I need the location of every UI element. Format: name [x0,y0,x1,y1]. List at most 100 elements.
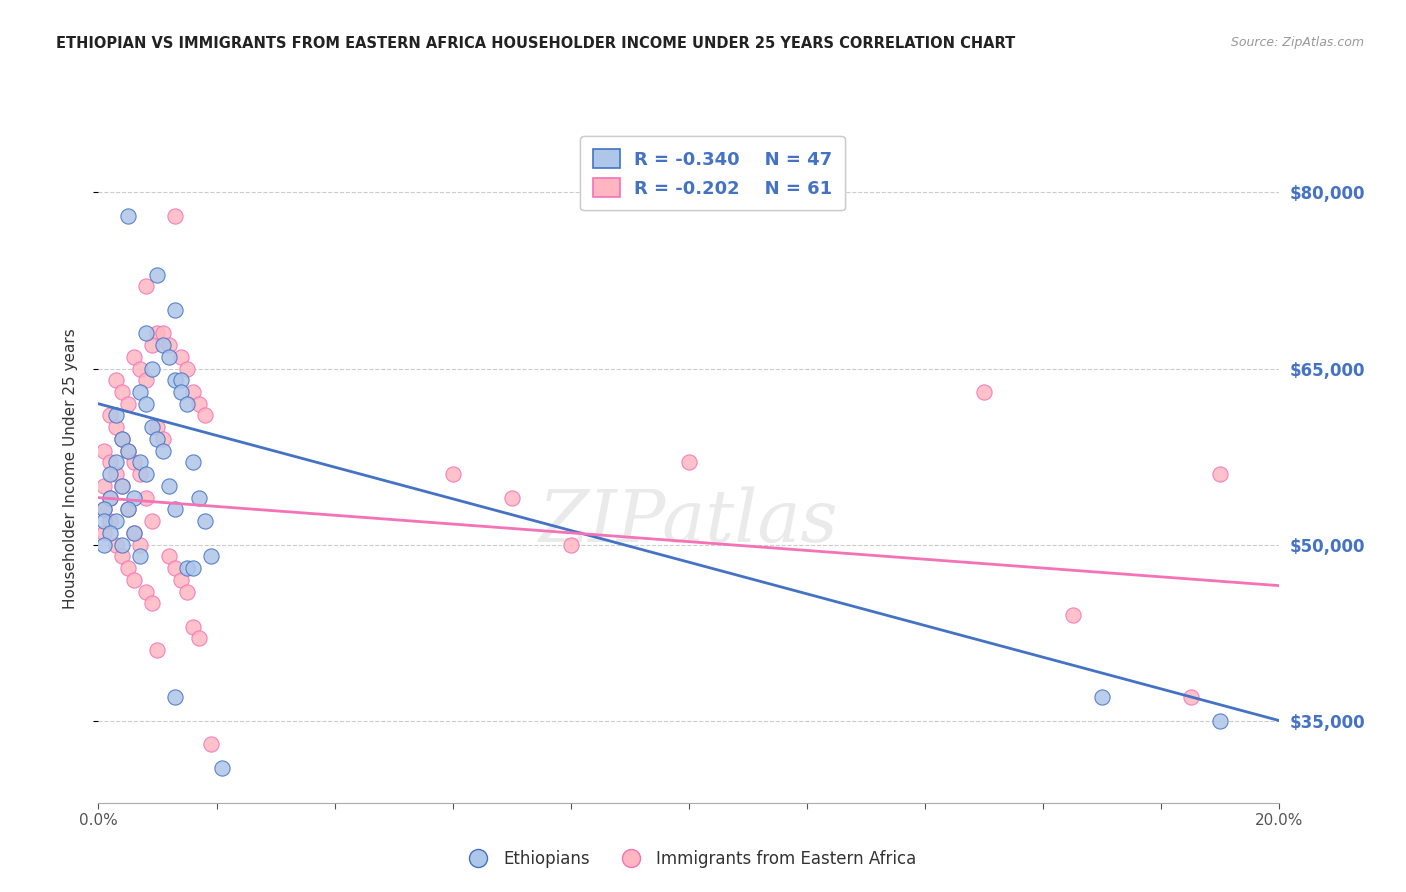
Point [117,397,139,411]
Point [111,479,134,493]
Point [122,525,145,540]
Point [157,479,180,493]
Point [105,455,128,469]
Point [1209,467,1232,482]
Point [93,525,115,540]
Point [170,573,193,587]
Point [98,514,121,528]
Point [117,443,139,458]
Point [187,397,209,411]
Point [170,350,193,364]
Point [105,420,128,434]
Point [187,632,209,646]
Point [157,549,180,564]
Point [93,502,115,516]
Text: Source: ZipAtlas.com: Source: ZipAtlas.com [1230,36,1364,49]
Point [128,361,150,376]
Point [194,514,217,528]
Legend: Ethiopians, Immigrants from Eastern Africa: Ethiopians, Immigrants from Eastern Afri… [454,844,924,875]
Point [122,455,145,469]
Point [157,338,180,352]
Point [122,525,145,540]
Point [146,643,169,657]
Point [152,338,174,352]
Point [128,467,150,482]
Point [678,455,700,469]
Point [141,361,163,376]
Point [152,443,174,458]
Point [170,384,193,399]
Point [111,479,134,493]
Point [157,350,180,364]
Point [135,491,157,505]
Point [105,514,128,528]
Point [165,373,187,387]
Point [117,443,139,458]
Point [111,384,134,399]
Point [128,455,150,469]
Text: ZIPatlas: ZIPatlas [538,486,839,558]
Text: ETHIOPIAN VS IMMIGRANTS FROM EASTERN AFRICA HOUSEHOLDER INCOME UNDER 25 YEARS CO: ETHIOPIAN VS IMMIGRANTS FROM EASTERN AFR… [56,36,1015,51]
Point [200,549,222,564]
Point [128,538,150,552]
Point [152,326,174,341]
Point [135,373,157,387]
Point [105,538,128,552]
Point [165,561,187,575]
Point [98,455,121,469]
Point [146,326,169,341]
Point [117,502,139,516]
Point [98,525,121,540]
Point [194,409,217,423]
Point [98,409,121,423]
Point [165,502,187,516]
Point [135,584,157,599]
Point [135,397,157,411]
Point [146,420,169,434]
Point [93,479,115,493]
Point [105,467,128,482]
Point [176,397,198,411]
Point [111,549,134,564]
Point [105,373,128,387]
Y-axis label: Householder Income Under 25 years: Householder Income Under 25 years [63,328,77,608]
Point [211,761,233,775]
Point [105,409,128,423]
Point [128,384,150,399]
Point [1062,607,1084,622]
Point [135,467,157,482]
Point [122,491,145,505]
Point [146,268,169,282]
Point [135,279,157,293]
Point [122,573,145,587]
Point [93,443,115,458]
Point [98,491,121,505]
Point [111,538,134,552]
Point [93,538,115,552]
Point [165,302,187,317]
Point [501,491,523,505]
Point [117,561,139,575]
Point [187,491,209,505]
Legend: R = -0.340    N = 47, R = -0.202    N = 61: R = -0.340 N = 47, R = -0.202 N = 61 [581,136,845,211]
Point [111,432,134,446]
Point [165,690,187,705]
Point [181,620,204,634]
Point [98,467,121,482]
Point [146,432,169,446]
Point [176,361,198,376]
Point [165,209,187,223]
Point [560,538,582,552]
Point [152,432,174,446]
Point [141,420,163,434]
Point [111,432,134,446]
Point [98,491,121,505]
Point [1180,690,1202,705]
Point [1091,690,1114,705]
Point [973,384,995,399]
Point [141,338,163,352]
Point [128,549,150,564]
Point [117,502,139,516]
Point [122,350,145,364]
Point [181,561,204,575]
